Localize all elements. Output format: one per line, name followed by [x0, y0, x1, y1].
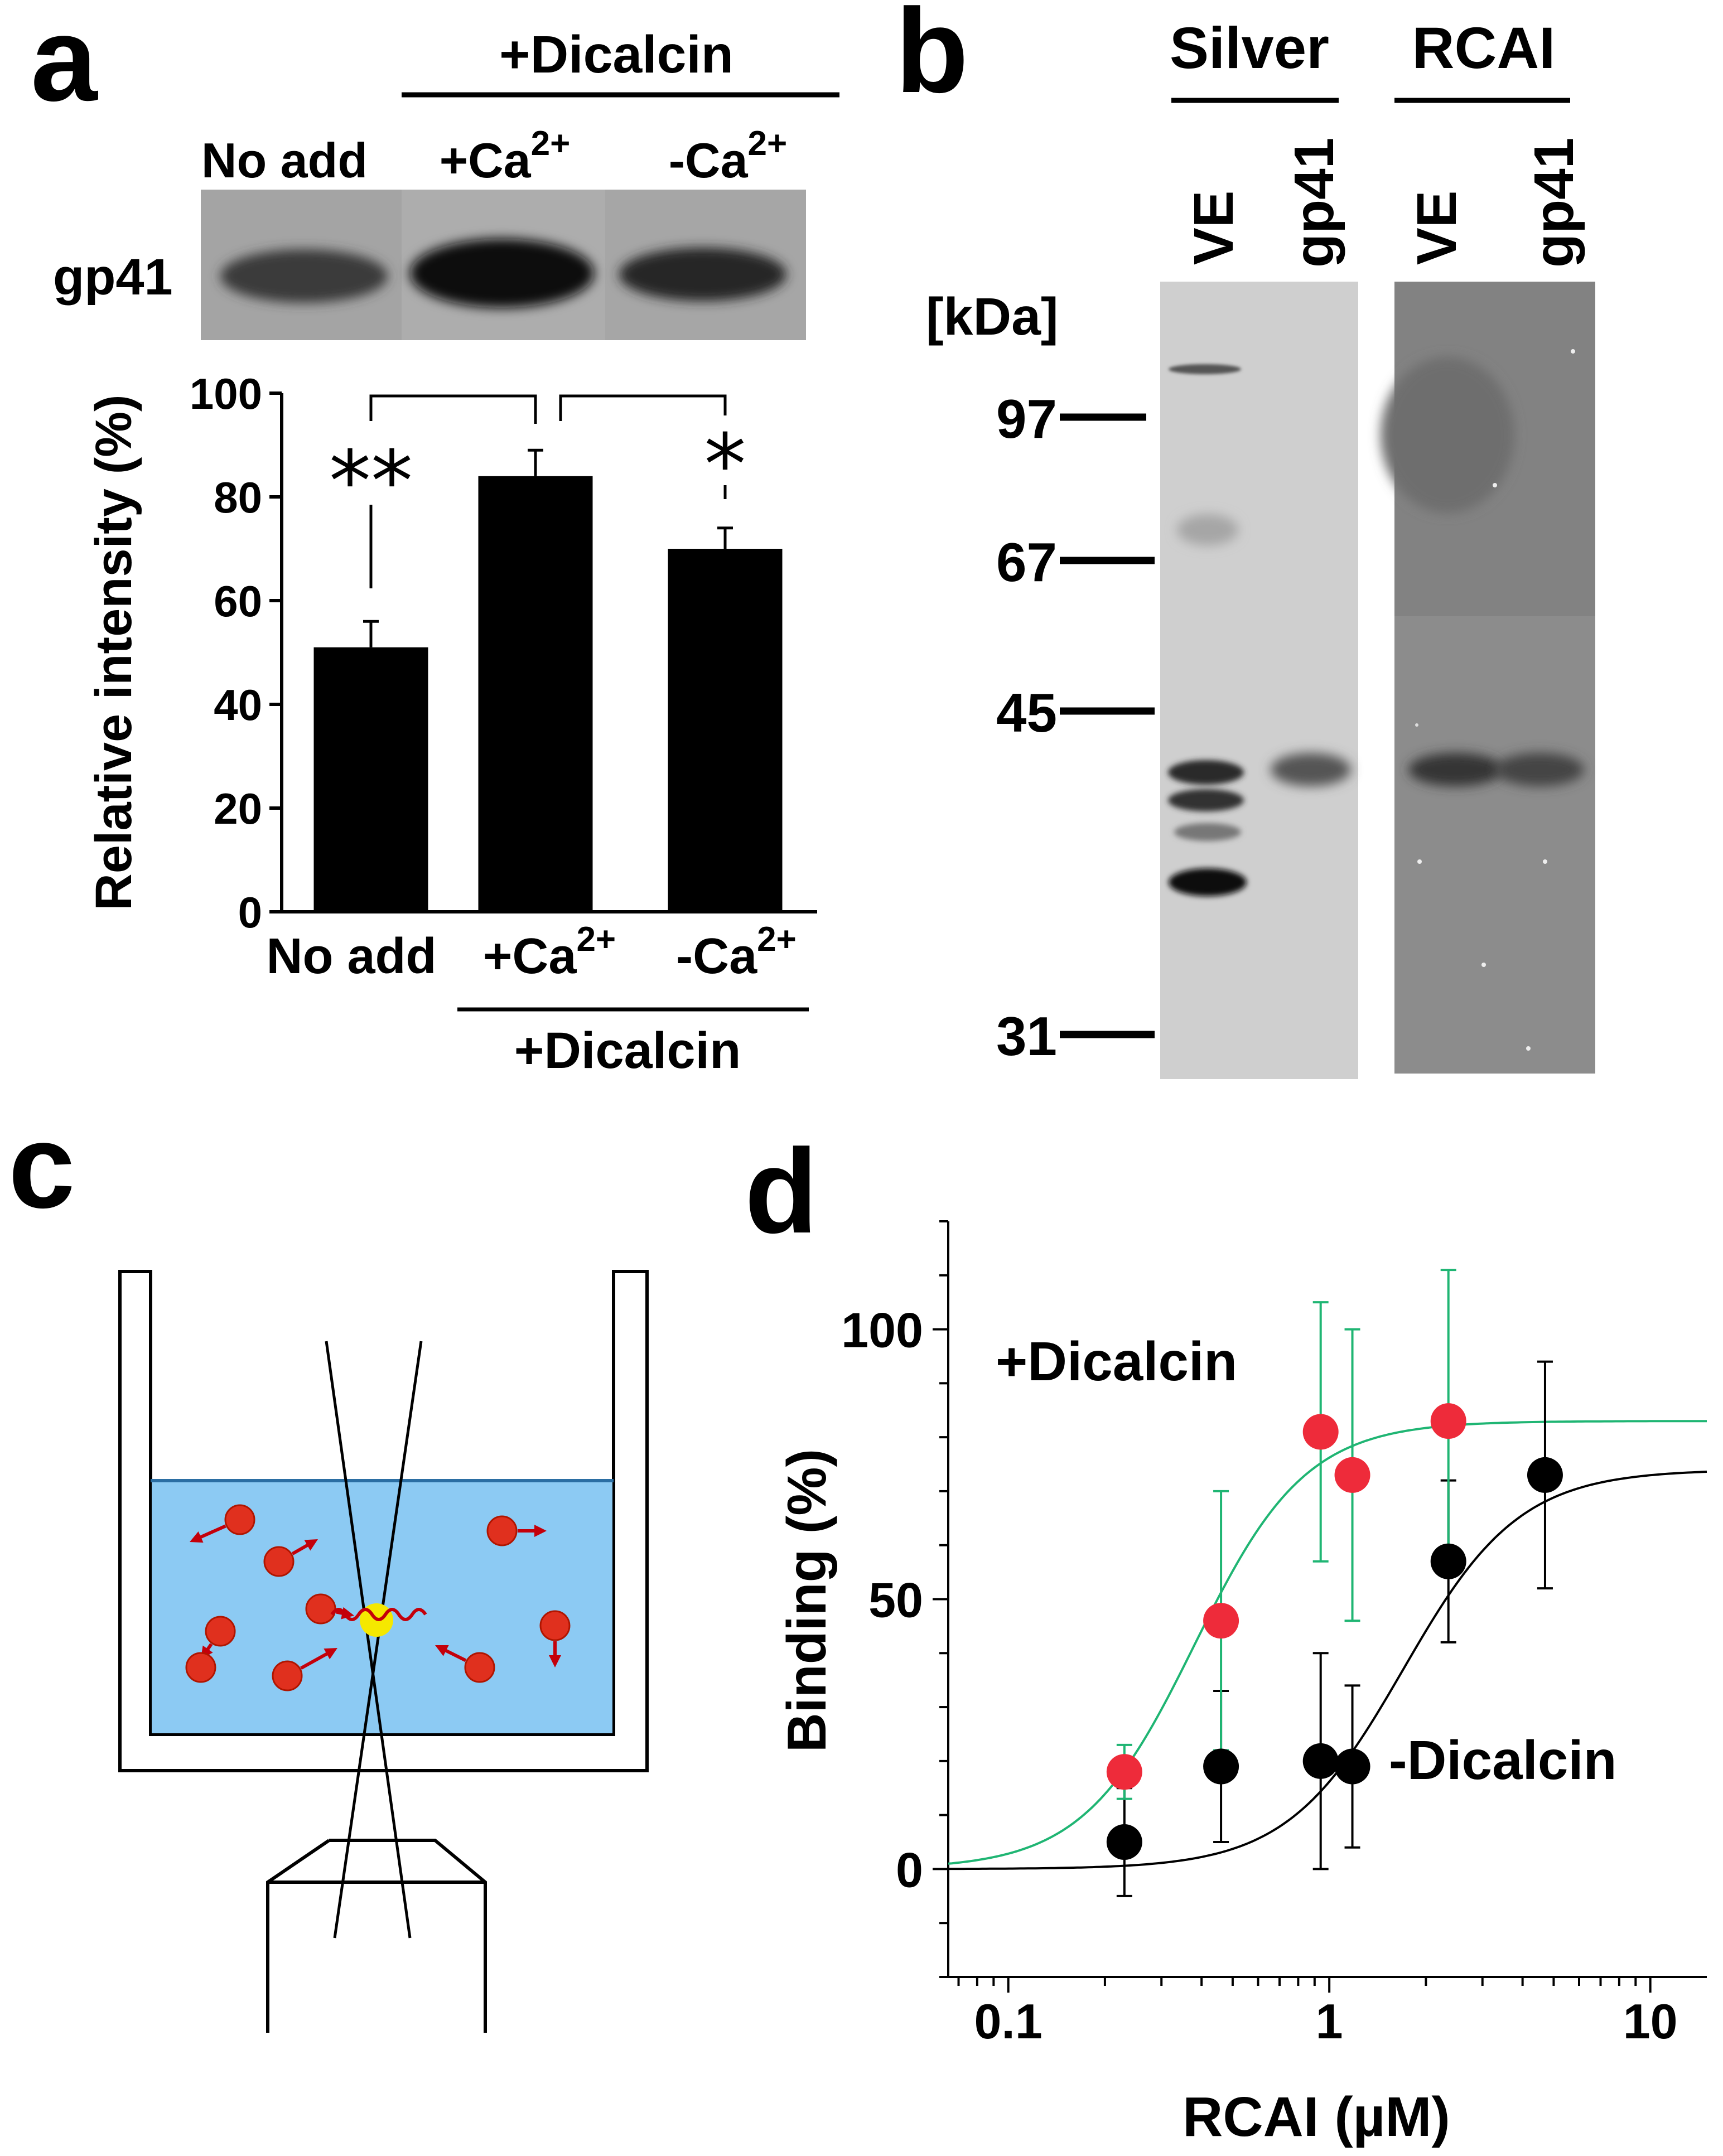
- data-point: [1430, 1543, 1466, 1579]
- bar-y-tick-label: 40: [214, 680, 262, 729]
- bar-category-label: No add: [267, 929, 437, 984]
- data-point: [1334, 1748, 1370, 1785]
- gel-group-label-silver: Silver: [1170, 16, 1329, 81]
- panel-d-letter: d: [745, 1124, 818, 1258]
- significance-stars-no-add: **: [329, 433, 413, 530]
- bar-y-tick-label: 80: [214, 473, 262, 522]
- particle: [539, 1610, 571, 1641]
- data-point: [1334, 1457, 1370, 1493]
- chamber-walls: [118, 1270, 649, 1772]
- particle: [205, 1616, 236, 1647]
- bar-y-axis-label: Relative intensity (%): [85, 394, 142, 910]
- scatter-y-tick-label: 100: [841, 1303, 923, 1358]
- particle-motion-arrow: [196, 1524, 226, 1541]
- significance-stars-minus-ca: *: [704, 417, 746, 514]
- scatter-y-tick-label: 0: [896, 1842, 923, 1897]
- scatter-x-tick-label: 0.1: [974, 1994, 1042, 2049]
- chamber-solution-upper: [152, 1481, 612, 1614]
- panel-b: b Silver RCAI VE gp41 VE gp41 [kDa] 97 6…: [895, 0, 1595, 1079]
- particle-arrowhead: [190, 1531, 204, 1543]
- gel-lane-label-rcai-ve: VE: [1406, 191, 1468, 265]
- panel-d: d 0 50 100 0.1 1 10 Binding (%) RCAI (µM) +Di…: [745, 1124, 1707, 2148]
- blot-header-group-label: +Dicalcin: [499, 25, 733, 84]
- panel-a-letter: a: [31, 0, 98, 126]
- panel-c-letter: c: [8, 1099, 75, 1233]
- mw-marker-45: 45: [996, 682, 1155, 743]
- mw-marker-67: 67: [996, 531, 1155, 593]
- bar-category-label: +Ca2+: [483, 920, 616, 984]
- particle: [224, 1504, 255, 1535]
- diffusing-particles: [185, 1504, 571, 1691]
- particle: [305, 1593, 336, 1625]
- silver-stain-gel-image: [1160, 282, 1358, 1079]
- particle-arrowhead: [324, 1648, 337, 1660]
- scatter-x-axis-label: RCAI (µM): [1183, 2086, 1450, 2148]
- data-point: [1203, 1603, 1239, 1639]
- particle-motion-arrow: [300, 1650, 332, 1670]
- bar-y-tick-label: 20: [214, 784, 262, 833]
- blot-lane-label-minus-ca: -Ca2+: [669, 124, 788, 188]
- blot-lane-label-plus-ca: +Ca2+: [440, 124, 571, 188]
- data-point: [1106, 1824, 1142, 1860]
- significance-brackets: [369, 394, 727, 588]
- panel-b-letter: b: [895, 0, 968, 118]
- fit-curve: [948, 1420, 1707, 1865]
- particle-arrowhead: [534, 1525, 547, 1537]
- data-point: [1203, 1748, 1239, 1785]
- fluorescence-emission-wave: [330, 1608, 427, 1621]
- bar-group-label: +Dicalcin: [514, 1022, 741, 1079]
- binding-curve-chart: 0 50 100 0.1 1 10 Binding (%) RCAI (µM) +Dica…: [776, 1220, 1707, 2148]
- data-point: [1302, 1414, 1339, 1450]
- bar-y-tick-label: 100: [190, 369, 262, 418]
- objective-lens: [266, 1839, 487, 2033]
- bar-y-tick-label: 0: [238, 888, 262, 937]
- bar: [313, 647, 428, 912]
- bar: [478, 476, 593, 912]
- blot-row-label-gp41: gp41: [53, 249, 173, 306]
- particle: [486, 1515, 518, 1546]
- mw-marker-97: 97: [996, 388, 1146, 449]
- particle: [272, 1660, 303, 1691]
- panel-a: a +Dicalcin No add +Ca2+ -Ca2+ gp41 ** *: [31, 0, 839, 1079]
- series-label-plus-dicalcin: +Dicalcin: [996, 1331, 1237, 1392]
- data-point: [1430, 1403, 1466, 1439]
- rcai-blot-image: [1381, 282, 1595, 1074]
- scatter-y-axis-label: Binding (%): [776, 1449, 837, 1752]
- chamber-diagram: [118, 1270, 649, 2033]
- data-point: [1106, 1754, 1142, 1790]
- data-point: [1527, 1457, 1563, 1493]
- series-label-minus-dicalcin: -Dicalcin: [1389, 1729, 1616, 1791]
- particle: [185, 1652, 216, 1683]
- panel-c: c: [8, 1099, 649, 2033]
- kda-unit-label: [kDa]: [926, 287, 1059, 346]
- scatter-y-tick-label: 50: [868, 1573, 923, 1628]
- scatter-x-tick-label: 10: [1623, 1994, 1678, 2049]
- particle: [263, 1546, 295, 1577]
- gel-lane-label-rcai-gp41: gp41: [1523, 138, 1585, 268]
- svg-text:67: 67: [996, 531, 1057, 593]
- bar-chart: 0 20 40 60 80 100 Relative intensity (%) No a…: [85, 369, 817, 1079]
- svg-text:97: 97: [996, 388, 1057, 449]
- gel-lane-label-silver-ve: VE: [1183, 191, 1245, 265]
- particle-arrowhead: [304, 1539, 318, 1551]
- bar-y-tick-label: 60: [214, 577, 262, 626]
- blot-lane-label-no-add: No add: [201, 133, 368, 188]
- gp41-blot-image: [201, 190, 806, 340]
- svg-text:45: 45: [996, 682, 1057, 743]
- particle-arrowhead: [435, 1645, 449, 1656]
- svg-text:31: 31: [996, 1006, 1057, 1067]
- bar-category-label: -Ca2+: [676, 920, 797, 984]
- data-point: [1302, 1743, 1339, 1779]
- particle: [464, 1652, 495, 1683]
- gel-lane-label-silver-gp41: gp41: [1283, 138, 1345, 268]
- particle-arrowhead: [341, 1607, 354, 1620]
- scatter-x-tick-label: 1: [1316, 1994, 1343, 2049]
- bar: [668, 549, 783, 912]
- gel-group-label-rcai: RCAI: [1412, 16, 1556, 81]
- particle-arrowhead: [549, 1655, 561, 1667]
- mw-marker-31: 31: [996, 1006, 1155, 1067]
- focused-laser-beam: [325, 1341, 423, 1939]
- fit-curve: [948, 1471, 1707, 1870]
